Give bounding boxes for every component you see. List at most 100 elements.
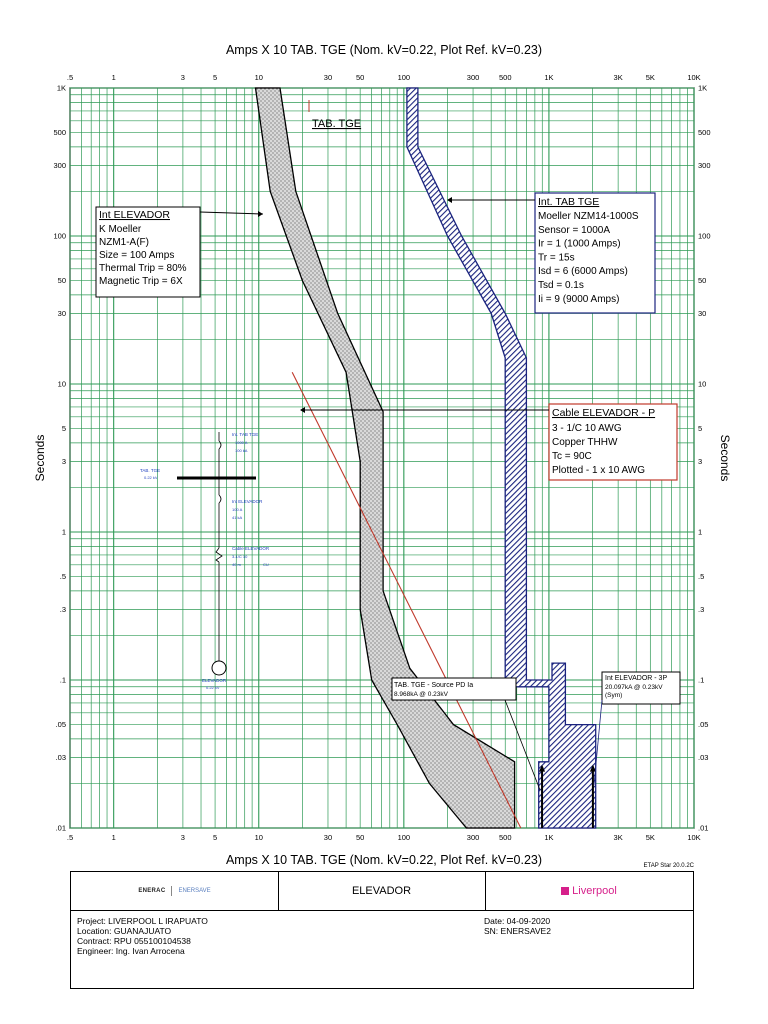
load-name: ELEVADOR xyxy=(202,678,227,683)
x-tick-label-top: 1K xyxy=(544,73,553,82)
contract-line: Contract: RPU 055100104538 xyxy=(77,936,191,946)
y-tick-label-left: 3 xyxy=(62,457,66,466)
x-tick-label-bottom: .5 xyxy=(67,833,73,842)
y-tick-label-left: .5 xyxy=(60,572,66,581)
x-tick-label-bottom: 100 xyxy=(398,833,411,842)
x-tick-label-top: 500 xyxy=(499,73,512,82)
logo-enerac: ENERAC ENERSAVE xyxy=(71,872,279,910)
y-tick-label-right: 1K xyxy=(698,84,707,93)
logo-divider xyxy=(171,886,173,896)
cable-material: CU xyxy=(263,562,269,567)
logo-liverpool: Liverpool xyxy=(485,872,693,910)
y-tick-label-right: .3 xyxy=(698,605,704,614)
arrow-head-icon xyxy=(447,197,452,203)
load-kv: 0.22 kV xyxy=(206,685,220,690)
int-tab-tge-title: Int. TAB TGE xyxy=(538,196,599,208)
project-info: Project: LIVERPOOL L IRAPUATO Location: … xyxy=(77,916,208,956)
breaker-2-symbol xyxy=(218,494,222,504)
int-tab-tge-line: Tr = 15s xyxy=(538,252,575,263)
breaker-2-interrupt: 41 kA xyxy=(232,515,243,520)
arrow-head-icon xyxy=(300,407,305,413)
annotations-layer: TAB. TGE Int ELEVADOR K Moeller NZM1-A(F) Si… xyxy=(95,100,681,791)
y-tick-label-right: 10 xyxy=(698,380,706,389)
y-tick-label-right: 500 xyxy=(698,128,711,137)
int-elevador-line: NZM1-A(F) xyxy=(99,237,149,248)
source-pd-line: 8.968kA @ 0.23kV xyxy=(394,691,449,698)
x-tick-label-top: 30 xyxy=(324,73,332,82)
cable-elevador-line: Plotted - 1 x 10 AWG xyxy=(552,465,645,476)
x-tick-label-top: 10K xyxy=(687,73,700,82)
arrow-head-icon xyxy=(589,764,596,772)
axis-titles: Amps X 10 TAB. TGE (Nom. kV=0.22, Plot R… xyxy=(33,43,732,867)
x-tick-label-top: 50 xyxy=(356,73,364,82)
arrow-head-icon xyxy=(258,211,263,217)
chart-title-bottom: Amps X 10 TAB. TGE (Nom. kV=0.22, Plot R… xyxy=(226,853,542,867)
source-pd-leader xyxy=(504,699,541,791)
x-tick-label-bottom: 5 xyxy=(213,833,217,842)
y-tick-label-right: .01 xyxy=(698,824,708,833)
arrow-head-icon xyxy=(539,764,546,772)
y-tick-label-right: 30 xyxy=(698,309,706,318)
y-tick-label-right: .03 xyxy=(698,753,708,762)
y-tick-label-right: .1 xyxy=(698,676,704,685)
axis-ticks: .5.5113355101030305050100100300300500500… xyxy=(53,73,710,842)
chart-title-top: Amps X 10 TAB. TGE (Nom. kV=0.22, Plot R… xyxy=(226,43,542,57)
x-tick-label-bottom: 300 xyxy=(467,833,480,842)
x-tick-label-bottom: 500 xyxy=(499,833,512,842)
int-elevador-3p-title: Int ELEVADOR - 3P xyxy=(605,675,667,682)
int-elevador-line: K Moeller xyxy=(99,224,142,235)
y-tick-label-left: .01 xyxy=(56,824,66,833)
int-elevador-leader xyxy=(199,211,264,215)
project-line: Project: LIVERPOOL L IRAPUATO xyxy=(77,916,208,926)
x-tick-label-top: 10 xyxy=(255,73,263,82)
int-elevador-line: Size = 100 Amps xyxy=(99,250,174,261)
x-tick-label-bottom: 30 xyxy=(324,833,332,842)
x-tick-label-bottom: 3 xyxy=(181,833,185,842)
liverpool-logo-icon xyxy=(561,887,570,895)
sn-line: SN: ENERSAVE2 xyxy=(484,926,551,936)
y-tick-label-right: 1 xyxy=(698,528,702,537)
breaker-1-rating: 1000 A xyxy=(235,440,248,445)
x-tick-label-bottom: 3K xyxy=(614,833,623,842)
title-block-header: ENERAC ENERSAVE ELEVADOR Liverpool xyxy=(71,872,693,911)
cable-elevador-box xyxy=(548,403,678,481)
one-line-diagram: TAB. TGE 0.22 kV Int. TAB TGE 1000 A 100 kA I… xyxy=(140,432,270,690)
logo-enersave-text: ENERSAVE xyxy=(178,888,211,894)
x-tick-label-bottom: 50 xyxy=(356,833,364,842)
bus-kv: 0.22 kV xyxy=(144,475,158,480)
int-tab-tge-line: Sensor = 1000A xyxy=(538,225,610,236)
int-elevador-line: Magnetic Trip = 6X xyxy=(99,276,183,287)
curves-layer xyxy=(254,87,597,829)
y-tick-label-left: 1 xyxy=(62,528,66,537)
date-line: Date: 04-09-2020 xyxy=(484,916,551,926)
int-tab-tge-line: Isd = 6 (6000 Amps) xyxy=(538,266,628,277)
cable-length: 40 m xyxy=(232,562,242,567)
breaker-2-rating: 100 A xyxy=(232,507,243,512)
logo-enerac-text: ENERAC xyxy=(138,888,166,894)
cable-name: Cable ELEVADOR xyxy=(232,546,270,551)
int-tab-tge-box xyxy=(534,192,656,314)
y-tick-label-right: 100 xyxy=(698,232,711,241)
cable-symbol xyxy=(215,547,223,563)
cable-elevador-title: Cable ELEVADOR - P xyxy=(552,407,655,419)
y-tick-label-right: .05 xyxy=(698,720,708,729)
y-tick-label-left: 5 xyxy=(62,424,66,433)
cable-elevador-line: Tc = 90C xyxy=(552,451,592,462)
y-tick-label-left: .05 xyxy=(56,720,66,729)
int-tab-tge-line: Ir = 1 (1000 Amps) xyxy=(538,239,621,250)
breaker-1-name: Int. TAB TGE xyxy=(232,432,258,437)
y-tick-label-left: 30 xyxy=(58,309,66,318)
y-tick-label-right: 3 xyxy=(698,457,702,466)
int-tab-tge-line: Ii = 9 (9000 Amps) xyxy=(538,294,619,305)
y-tick-label-left: 50 xyxy=(58,276,66,285)
x-tick-label-bottom: 1 xyxy=(112,833,116,842)
x-tick-label-bottom: 1K xyxy=(544,833,553,842)
y-tick-label-left: 100 xyxy=(53,232,66,241)
bus-label: TAB. TGE xyxy=(140,468,160,473)
y-tick-label-right: 5 xyxy=(698,424,702,433)
x-tick-label-top: 100 xyxy=(398,73,411,82)
cable-elevador-line: 3 - 1/C 10 AWG xyxy=(552,423,622,434)
y-tick-label-left: 300 xyxy=(53,161,66,170)
etap-version: ETAP Star 20.0.2C xyxy=(643,863,694,869)
